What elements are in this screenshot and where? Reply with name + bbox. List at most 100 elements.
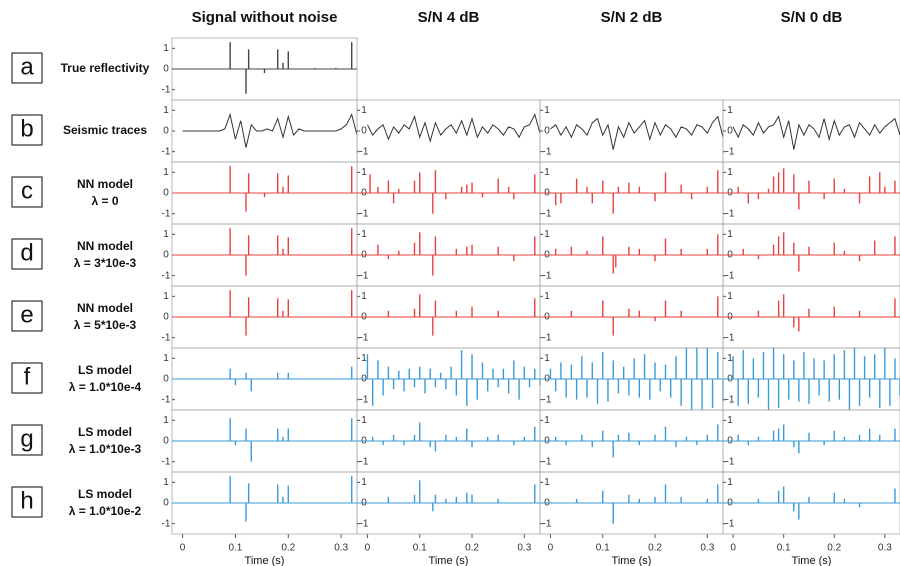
y-tick-label: 1 [163, 477, 169, 488]
x-axis-label: Time (s) [792, 555, 832, 566]
trace-line [732, 115, 900, 150]
y-tick-label: -1 [162, 456, 171, 467]
y-tick-label: 0 [361, 126, 367, 137]
x-tick-label: 0.3 [517, 543, 531, 554]
x-tick-label: 0.1 [413, 543, 427, 554]
y-tick-label: -1 [162, 332, 171, 343]
x-tick-label: 0.2 [648, 543, 662, 554]
y-tick-label: 1 [361, 167, 367, 178]
y-tick-label: 1 [727, 291, 733, 302]
y-tick-label: 1 [727, 477, 733, 488]
row-letter-box [11, 114, 43, 146]
x-tick-label: 0 [548, 543, 554, 554]
y-tick-label: -1 [360, 208, 369, 219]
row-letter: d [20, 239, 33, 266]
y-tick-label: -1 [360, 332, 369, 343]
x-tick-label: 0 [365, 543, 371, 554]
y-tick-label: 0 [163, 188, 169, 199]
row-label: LS model [78, 425, 132, 439]
y-tick-label: -1 [360, 518, 369, 529]
y-tick-label: -1 [162, 208, 171, 219]
row-letter-box [11, 424, 43, 456]
y-tick-label: 1 [544, 477, 550, 488]
x-tick-label: 0.1 [596, 543, 610, 554]
row-sublabel: λ = 5*10e-3 [74, 318, 137, 332]
x-tick-label: 0.1 [777, 543, 791, 554]
y-tick-label: -1 [360, 456, 369, 467]
y-tick-label: 1 [163, 167, 169, 178]
x-tick-label: 0.3 [878, 543, 892, 554]
y-tick-label: 1 [727, 229, 733, 240]
y-tick-label: 1 [163, 105, 169, 116]
y-tick-label: 1 [544, 415, 550, 426]
y-tick-label: 0 [163, 312, 169, 323]
y-tick-label: 1 [361, 105, 367, 116]
row-label: NN model [77, 301, 133, 315]
panel-frame [539, 99, 724, 163]
row-letter-box [11, 52, 43, 84]
x-tick-label: 0 [180, 543, 186, 554]
y-tick-label: 1 [544, 291, 550, 302]
y-tick-label: -1 [162, 394, 171, 405]
y-tick-label: -1 [543, 518, 552, 529]
x-axis-label: Time (s) [429, 555, 469, 566]
y-tick-label: -1 [543, 270, 552, 281]
y-tick-label: 1 [544, 353, 550, 364]
y-tick-label: 1 [361, 477, 367, 488]
x-axis-label: Time (s) [612, 555, 652, 566]
y-tick-label: 1 [544, 229, 550, 240]
x-tick-label: 0 [730, 543, 736, 554]
y-tick-label: -1 [726, 394, 735, 405]
row-letter: a [20, 53, 34, 80]
row-sublabel: λ = 0 [91, 194, 118, 208]
y-tick-label: 1 [727, 415, 733, 426]
y-tick-label: -1 [360, 146, 369, 157]
y-tick-label: -1 [726, 456, 735, 467]
y-tick-label: 1 [361, 291, 367, 302]
y-tick-label: -1 [726, 332, 735, 343]
row-label: Seismic traces [63, 123, 147, 137]
trace-line [182, 112, 358, 148]
column-title: S/N 2 dB [601, 9, 663, 26]
row-letter: c [21, 177, 33, 204]
row-letter: h [20, 487, 33, 514]
y-tick-label: 0 [163, 498, 169, 509]
y-tick-label: 1 [361, 415, 367, 426]
y-tick-label: 1 [163, 229, 169, 240]
y-tick-label: 1 [163, 291, 169, 302]
column-title: S/N 4 dB [418, 9, 480, 26]
row-sublabel: λ = 1.0*10e-2 [69, 504, 142, 518]
y-tick-label: 1 [361, 229, 367, 240]
row-letter-box [11, 362, 43, 394]
y-tick-label: -1 [360, 394, 369, 405]
row-sublabel: λ = 3*10e-3 [74, 256, 137, 270]
row-letter-box [11, 176, 43, 208]
y-tick-label: 0 [163, 126, 169, 137]
y-tick-label: -1 [543, 332, 552, 343]
y-tick-label: 0 [163, 64, 169, 75]
x-tick-label: 0.2 [281, 543, 295, 554]
y-tick-label: 1 [163, 43, 169, 54]
y-tick-label: -1 [726, 208, 735, 219]
row-letter: g [20, 425, 33, 452]
y-tick-label: -1 [162, 518, 171, 529]
y-tick-label: 0 [163, 436, 169, 447]
row-letter: b [20, 115, 33, 142]
y-tick-label: -1 [360, 270, 369, 281]
row-letter-box [11, 300, 43, 332]
row-label: LS model [78, 363, 132, 377]
row-sublabel: λ = 1.0*10e-3 [69, 442, 142, 456]
y-tick-label: 1 [163, 353, 169, 364]
row-letter-box [11, 238, 43, 270]
panel-frame [356, 99, 541, 163]
y-tick-label: -1 [543, 208, 552, 219]
column-title: Signal without noise [192, 9, 338, 26]
row-label: True reflectivity [61, 61, 150, 75]
x-tick-label: 0.1 [228, 543, 242, 554]
column-title: S/N 0 dB [781, 9, 843, 26]
y-tick-label: -1 [543, 456, 552, 467]
row-sublabel: λ = 1.0*10e-4 [69, 380, 142, 394]
y-tick-label: 0 [544, 126, 550, 137]
row-label: NN model [77, 177, 133, 191]
